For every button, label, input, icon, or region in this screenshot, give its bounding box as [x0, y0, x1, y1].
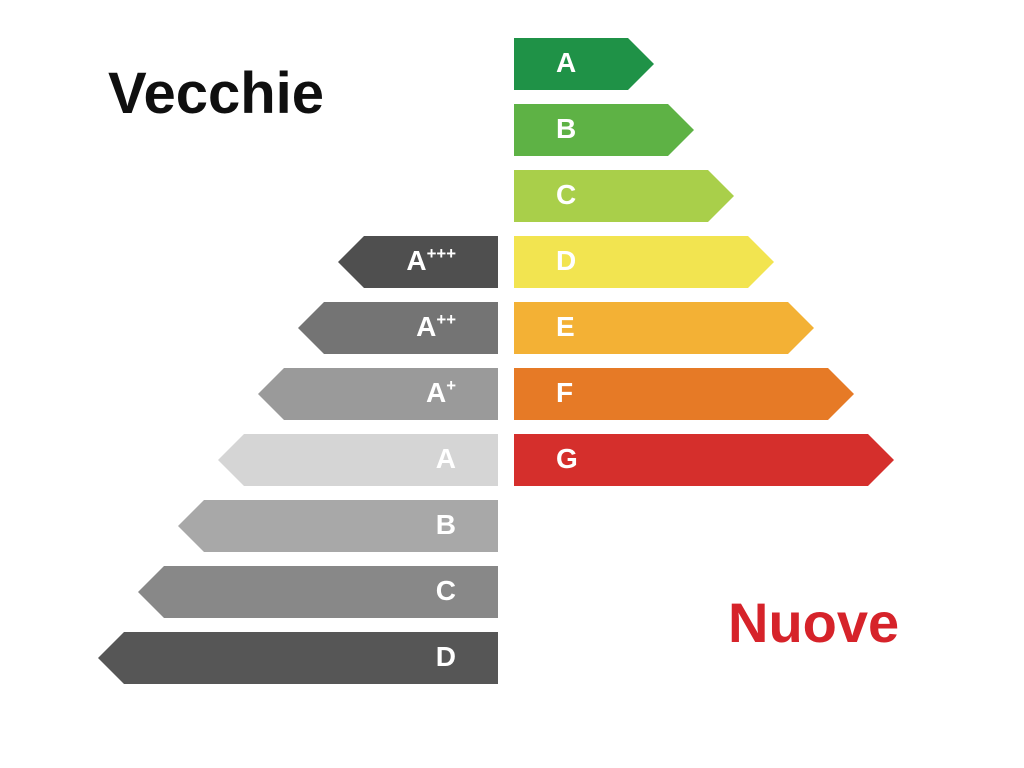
svg-text:B: B [436, 509, 456, 540]
new-label-bar: G [514, 434, 894, 486]
title-nuove: Nuove [728, 590, 899, 655]
new-label-bar: E [514, 302, 814, 354]
svg-text:E: E [556, 311, 575, 342]
svg-text:A: A [436, 443, 456, 474]
svg-text:D: D [436, 641, 456, 672]
svg-text:C: C [436, 575, 456, 606]
old-label-bar: A [218, 434, 498, 486]
energy-label-comparison: Vecchie Nuove A+++ A++ A+ A B C D A B C D E F G [0, 0, 1024, 768]
new-label-bar: B [514, 104, 694, 156]
old-label-bar: B [178, 500, 498, 552]
old-label-bar: A+++ [338, 236, 498, 288]
new-label-bar: A [514, 38, 654, 90]
old-label-bar: C [138, 566, 498, 618]
svg-text:G: G [556, 443, 578, 474]
old-label-bar: D [98, 632, 498, 684]
new-label-bar: F [514, 368, 854, 420]
old-label-bar: A++ [298, 302, 498, 354]
svg-text:F: F [556, 377, 573, 408]
svg-text:A: A [556, 47, 576, 78]
svg-text:C: C [556, 179, 576, 210]
title-vecchie: Vecchie [108, 60, 324, 127]
new-label-bar: C [514, 170, 734, 222]
svg-text:B: B [556, 113, 576, 144]
old-label-bar: A+ [258, 368, 498, 420]
new-label-bar: D [514, 236, 774, 288]
svg-text:D: D [556, 245, 576, 276]
